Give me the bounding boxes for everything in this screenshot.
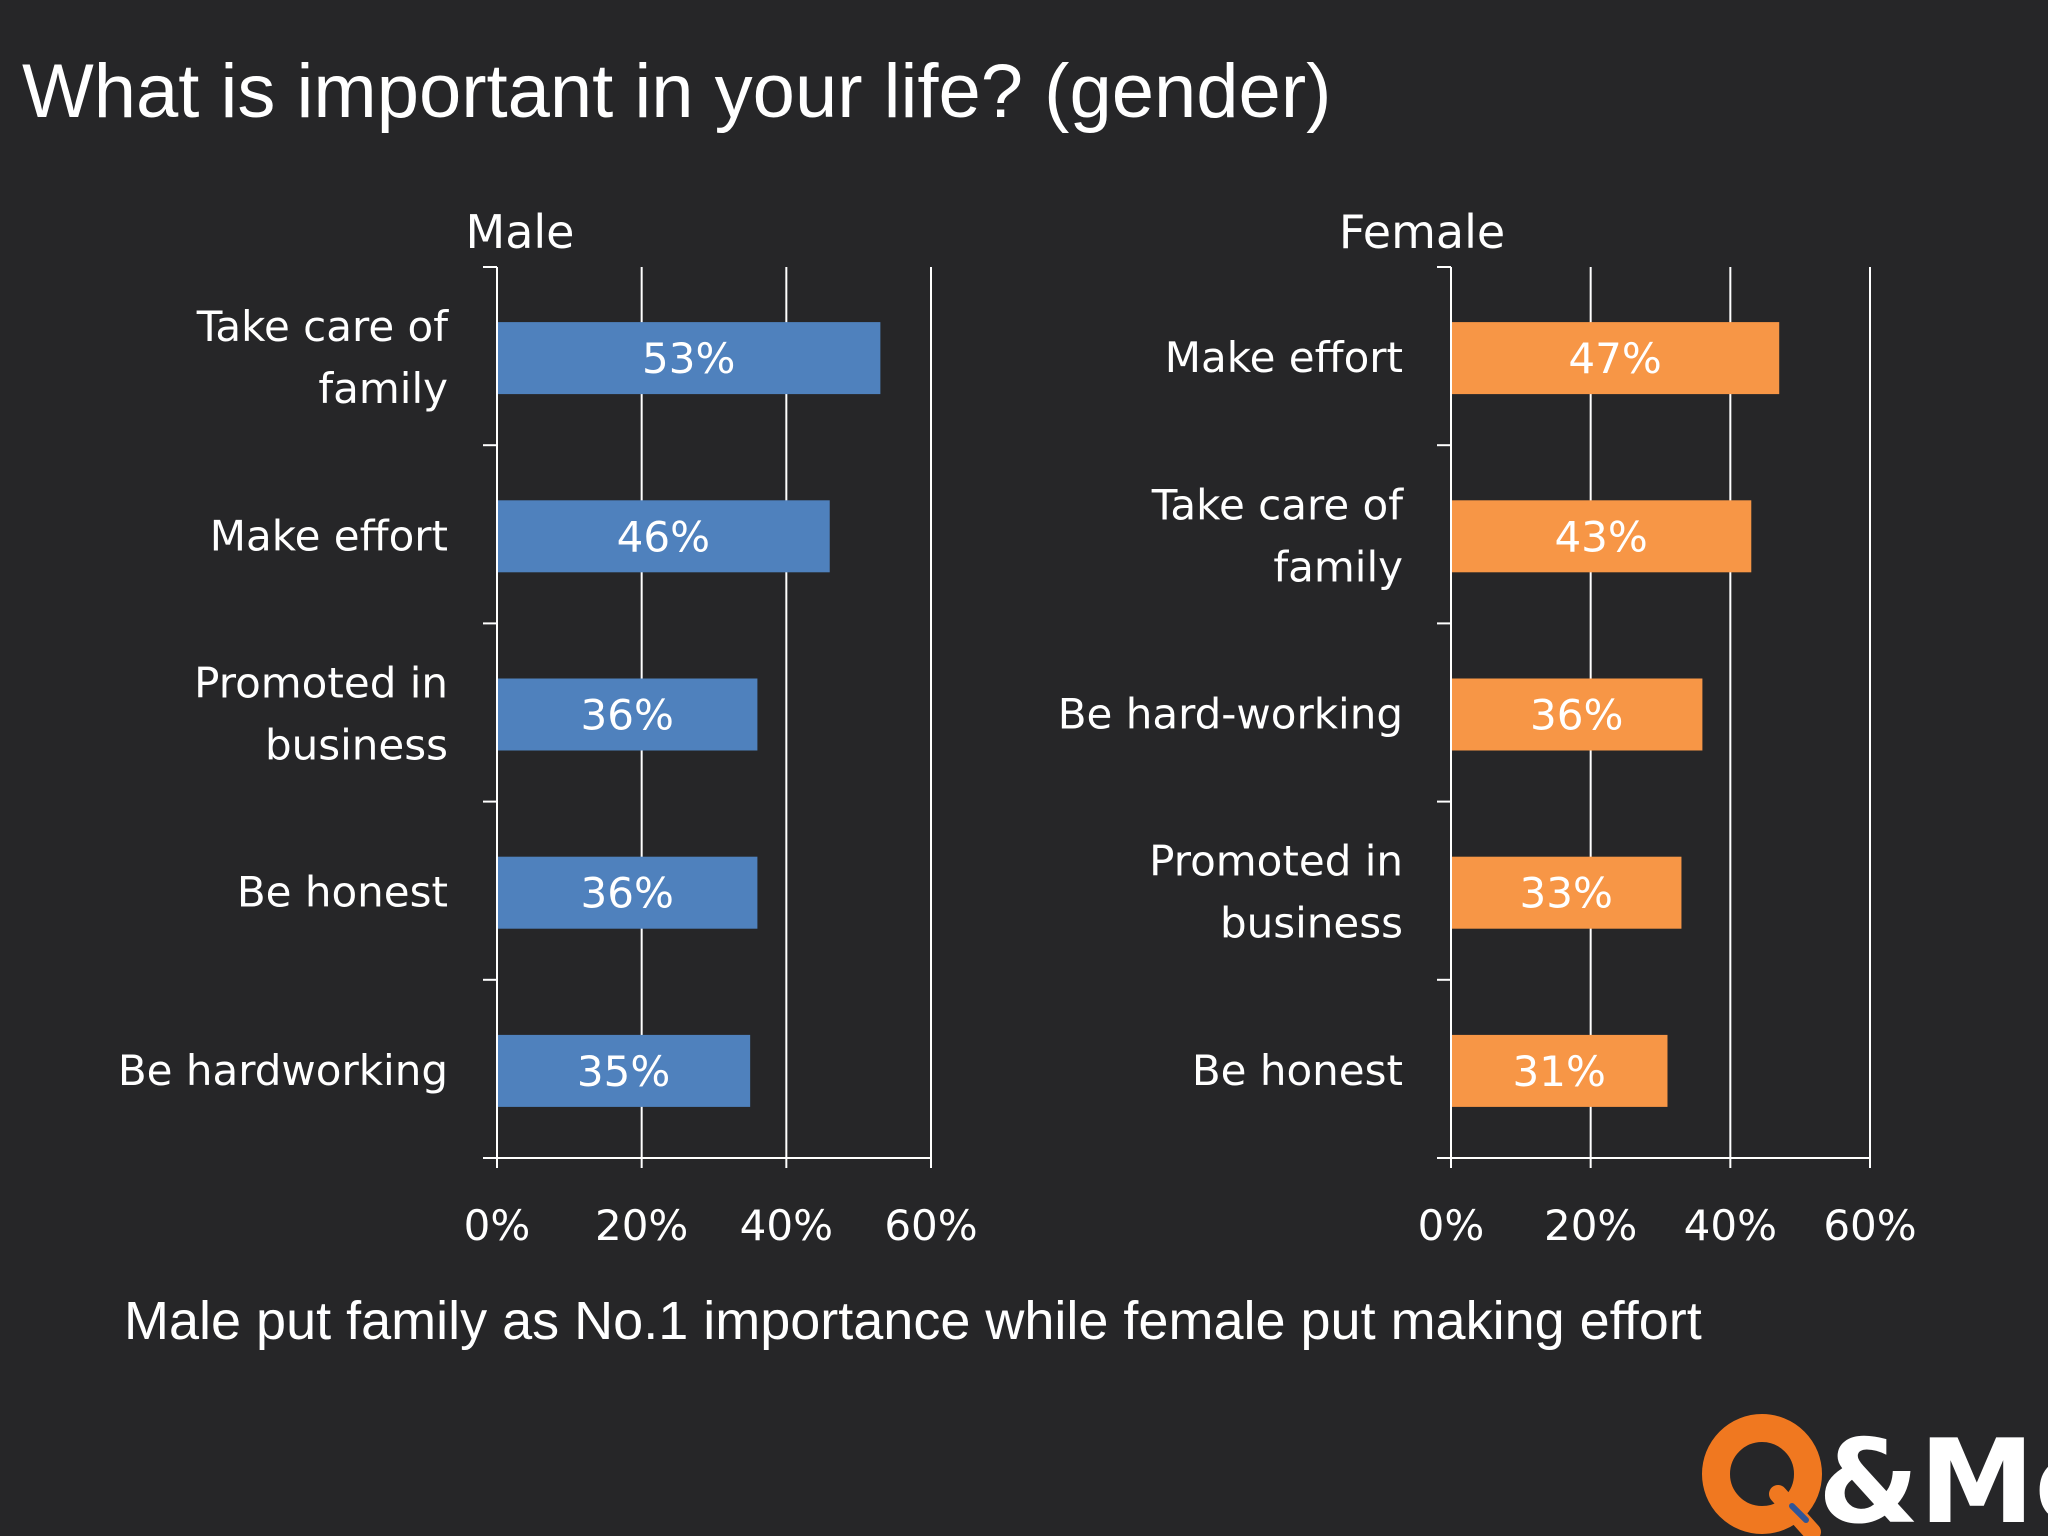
- bar-data-label: 53%: [642, 334, 735, 383]
- bar: [497, 322, 881, 395]
- svg-text:&Me: &Me: [1818, 1415, 2048, 1536]
- category-label: Make effort: [1165, 333, 1403, 382]
- x-tick-label: 20%: [1544, 1201, 1637, 1250]
- x-tick-label: 0%: [464, 1201, 531, 1250]
- bar: [1451, 856, 1682, 929]
- female-chart: Female 0% 20% 40% 60% 47% Make effort 43% Take c…: [1058, 205, 1917, 1250]
- bar-data-label: 35%: [577, 1047, 670, 1096]
- bar-data-label: 36%: [581, 691, 674, 740]
- bar-data-label: 47%: [1568, 334, 1661, 383]
- slide-title: What is important in your life? (gender): [22, 49, 1332, 134]
- x-tick-label: 40%: [740, 1201, 833, 1250]
- category-label: Promoted in business: [194, 659, 448, 770]
- bar: [1451, 678, 1703, 751]
- bar: [497, 856, 758, 929]
- bar: [497, 1034, 751, 1107]
- qme-logo: &Me: [1702, 1414, 2048, 1536]
- bar-data-label: 36%: [581, 869, 674, 918]
- bar-data-label: 43%: [1554, 512, 1647, 561]
- category-label: Be honest: [237, 868, 448, 917]
- x-tick-label: 60%: [1823, 1201, 1916, 1250]
- category-label: Make effort: [210, 511, 448, 560]
- slide-caption: Male put family as No.1 importance while…: [124, 1291, 1702, 1351]
- bar-data-label: 36%: [1530, 691, 1623, 740]
- category-label: Promoted in business: [1149, 837, 1403, 948]
- bar: [1451, 322, 1780, 395]
- bar: [1451, 500, 1752, 573]
- male-chart: Male 0% 20% 40% 60% 53% Take care of family 46% M…: [118, 205, 978, 1250]
- panel-title: Male: [466, 205, 575, 259]
- bar-data-label: 31%: [1513, 1047, 1606, 1096]
- bar: [497, 500, 830, 573]
- category-label: Take care of family: [196, 302, 450, 413]
- x-tick-label: 0%: [1418, 1201, 1485, 1250]
- panel-title: Female: [1339, 205, 1505, 259]
- category-label: Be honest: [1192, 1046, 1403, 1095]
- x-tick-label: 40%: [1684, 1201, 1777, 1250]
- bar: [497, 678, 758, 751]
- bar-data-label: 46%: [617, 512, 710, 561]
- category-label: Be hardworking: [118, 1046, 448, 1095]
- x-tick-label: 60%: [884, 1201, 977, 1250]
- x-tick-label: 20%: [595, 1201, 688, 1250]
- category-label: Take care of family: [1151, 480, 1405, 591]
- bar-data-label: 33%: [1520, 869, 1613, 918]
- category-label: Be hard-working: [1058, 690, 1403, 739]
- bar: [1451, 1034, 1668, 1107]
